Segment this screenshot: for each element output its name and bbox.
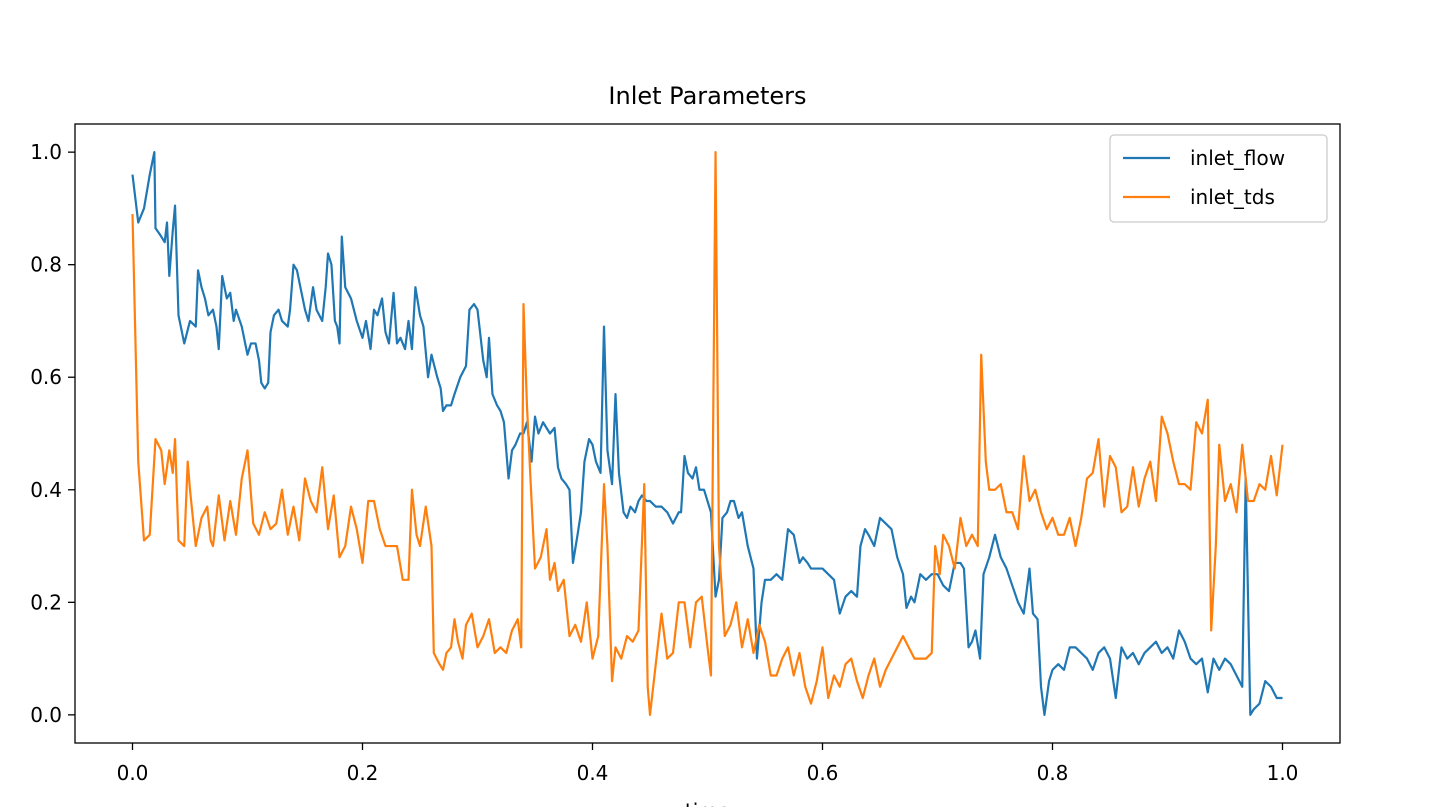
x-tick-label: 0.6: [807, 761, 839, 785]
legend-label-inlet-tds: inlet_tds: [1190, 185, 1275, 209]
legend-box: [1109, 134, 1328, 223]
y-tick-label: 0.0: [30, 703, 62, 727]
x-tick-label: 1.0: [1267, 761, 1299, 785]
y-tick-label: 0.2: [30, 590, 62, 614]
y-tick-label: 0.6: [30, 365, 62, 389]
y-tick-label: 0.8: [30, 253, 62, 277]
axes-frame: [74, 123, 1341, 744]
x-tick-label: 0.4: [577, 761, 609, 785]
legend-label-inlet-flow: inlet_flow: [1190, 146, 1285, 170]
plot-area: 0.0 0.2 0.4 0.6 0.8 1.0 0.0 0.2 0.4 0.6 0.8 1.0 inle…: [30, 123, 1341, 785]
y-tick-label: 1.0: [30, 140, 62, 164]
x-tick-label: 0.8: [1037, 761, 1069, 785]
x-axis-label: time: [685, 799, 730, 807]
series-line-inlet-flow: [131, 151, 1283, 716]
x-tick-label: 0.0: [117, 761, 149, 785]
y-tick-label: 0.4: [30, 478, 62, 502]
legend: inlet_flow inlet_tds: [1109, 134, 1328, 223]
x-tick-label: 0.2: [347, 761, 379, 785]
chart-title: Inlet Parameters: [608, 82, 806, 110]
series-line-inlet-tds: [131, 151, 1284, 716]
